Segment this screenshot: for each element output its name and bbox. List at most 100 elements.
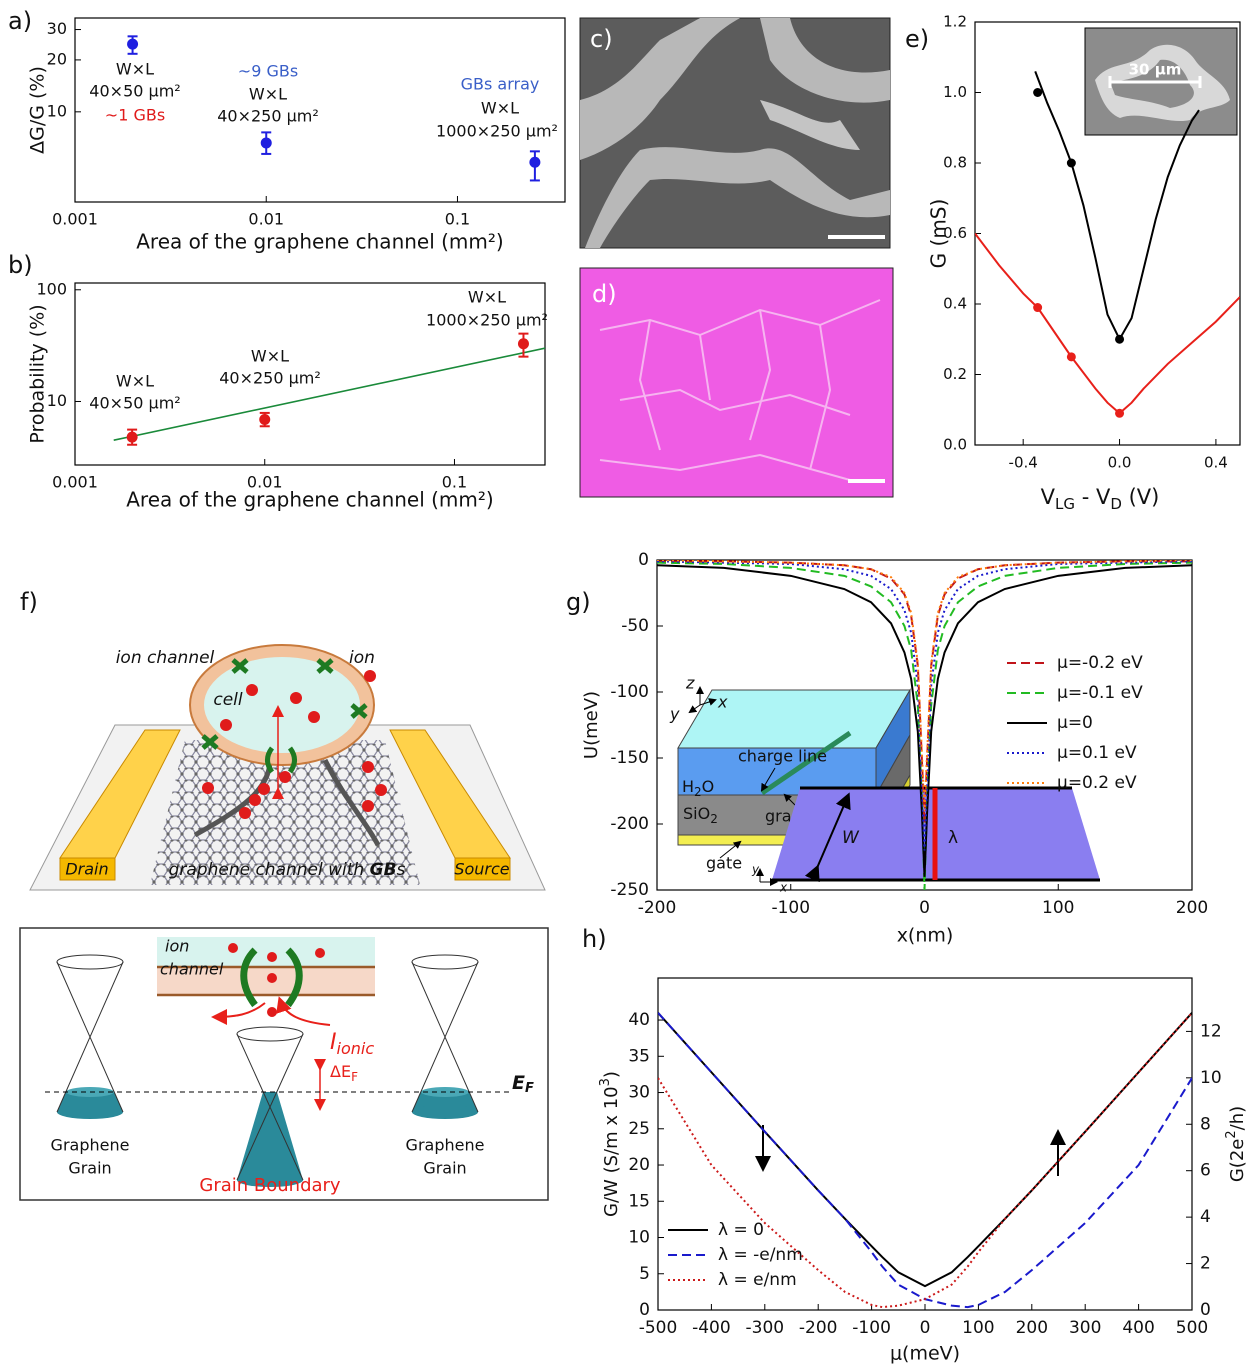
label: ion channel: [116, 648, 215, 668]
label: y: [751, 863, 760, 877]
x-tick-label: 0: [920, 1318, 931, 1338]
x-tick-label: 300: [1069, 1318, 1101, 1338]
label-part: E: [512, 1072, 525, 1094]
y2-tick-label: 12: [1200, 1021, 1222, 1041]
label-part: I: [330, 1030, 337, 1055]
caption: graphene channel with GBs: [169, 860, 406, 880]
y2-tick-label: 4: [1200, 1207, 1211, 1227]
y-tick-label: -250: [610, 880, 649, 900]
y-tick-label: 1.2: [943, 13, 967, 31]
y-tick-label: 10: [628, 1228, 650, 1248]
band-schematic: ion channel Iionic ΔEF EF Graphene Grain…: [19, 927, 549, 1201]
plot-area: [113, 332, 545, 446]
legend-label: λ = e/nm: [718, 1270, 797, 1290]
panel-label: h): [582, 925, 607, 953]
marker: [1033, 88, 1043, 97]
label: ion: [349, 648, 375, 668]
axis-label: Probability (%): [27, 304, 49, 443]
y2-tick-label: 8: [1200, 1114, 1211, 1134]
inset-image: 30 µm: [1084, 27, 1238, 136]
y-tick-label: -200: [610, 814, 649, 834]
axis-label-part: G/W (S/m x 10: [601, 1086, 622, 1217]
y-tick-label: 35: [628, 1046, 650, 1066]
plot-area: [657, 560, 1192, 890]
annotation: W×L: [116, 372, 154, 391]
label: SiO2: [683, 804, 718, 826]
x-tick-label: 0.001: [52, 473, 98, 492]
annotation: 40×50 µm²: [89, 82, 180, 101]
x-tick-label: 0.4: [1204, 454, 1228, 472]
legend-label: μ=0: [1057, 713, 1093, 733]
x-tick-label: 400: [1122, 1318, 1154, 1338]
marker: [1066, 352, 1076, 362]
x-tick-label: -400: [692, 1318, 731, 1338]
y-tick-label: 0.0: [943, 436, 967, 454]
sem-image: c): [579, 17, 891, 249]
point: [126, 431, 138, 443]
label: EF: [512, 1072, 534, 1096]
y-tick-label: 0.8: [943, 154, 967, 172]
x-tick-label: 0.0: [1108, 454, 1132, 472]
label: gate: [706, 854, 742, 873]
label: cell: [213, 690, 243, 710]
label: Drain: [65, 860, 108, 879]
label-part: ionic: [337, 1039, 375, 1058]
label: x: [779, 881, 788, 895]
y-tick-label: 15: [628, 1191, 650, 1211]
y-tick-label: 0.4: [943, 295, 967, 313]
x-tick-label: 100: [962, 1318, 994, 1338]
label: H2O: [682, 777, 714, 799]
scale-label: 30 µm: [1129, 61, 1182, 79]
label: Source: [454, 860, 509, 879]
annotation: 40×250 µm²: [217, 107, 319, 126]
annotation: W×L: [249, 85, 287, 104]
x-tick-label: 200: [1016, 1318, 1048, 1338]
caption-part: s: [397, 860, 406, 880]
y2-tick-label: 10: [1200, 1068, 1222, 1088]
x-tick-label: 0.01: [247, 473, 283, 492]
y2-tick-label: 2: [1200, 1254, 1211, 1274]
annotation: W×L: [251, 347, 289, 366]
y2-tick-label: 6: [1200, 1161, 1211, 1181]
panel-label: c): [590, 25, 613, 53]
x-tick-label: 0.01: [248, 210, 284, 229]
label-part: SiO: [683, 804, 710, 823]
annotation: 1000×250 µm²: [436, 122, 558, 141]
label: Graphene: [51, 1136, 130, 1155]
axis-label: ΔG/G (%): [27, 66, 49, 154]
axis-label: Area of the graphene channel (mm²): [126, 488, 493, 512]
x-tick-label: 0: [919, 898, 930, 918]
annotation: W×L: [468, 288, 506, 307]
x-tick-label: -200: [799, 1318, 838, 1338]
line: [975, 232, 1240, 415]
x-tick-label: 0.001: [52, 210, 98, 229]
annotation: ~9 GBs: [238, 62, 298, 81]
panel-label: b): [8, 251, 33, 279]
panel-label: g): [566, 588, 591, 616]
annotation: ~1 GBs: [105, 106, 165, 125]
y-tick-label: 10: [47, 101, 67, 120]
label: y: [669, 705, 680, 724]
axis-label-part: G(2e: [1227, 1139, 1248, 1183]
x-tick-label: -100: [852, 1318, 891, 1338]
inset-schematic: W λ y x: [751, 786, 1100, 1176]
x-tick-label: -500: [639, 1318, 678, 1338]
y-tick-label: 30: [47, 19, 67, 38]
axis-label: G (mS): [927, 199, 951, 269]
axis-label-part: - V: [1075, 485, 1111, 509]
x-tick-label: 100: [1042, 898, 1074, 918]
panel-label: e): [905, 25, 929, 53]
y-tick-label: 25: [628, 1119, 650, 1139]
y-tick-label: 1.0: [943, 83, 967, 101]
label: ion: [165, 937, 189, 956]
axis-label-part: (V): [1122, 485, 1159, 509]
panel-label: f): [20, 588, 38, 616]
axis-label-part: D: [1110, 495, 1122, 513]
legend-label: μ=0.2 eV: [1057, 773, 1137, 793]
y-tick-label: -100: [610, 682, 649, 702]
point: [259, 413, 271, 425]
marker: [1066, 158, 1076, 168]
y-tick-label: -50: [621, 616, 649, 636]
x-tick-label: -300: [746, 1318, 785, 1338]
y-tick-label: 5: [639, 1264, 650, 1284]
